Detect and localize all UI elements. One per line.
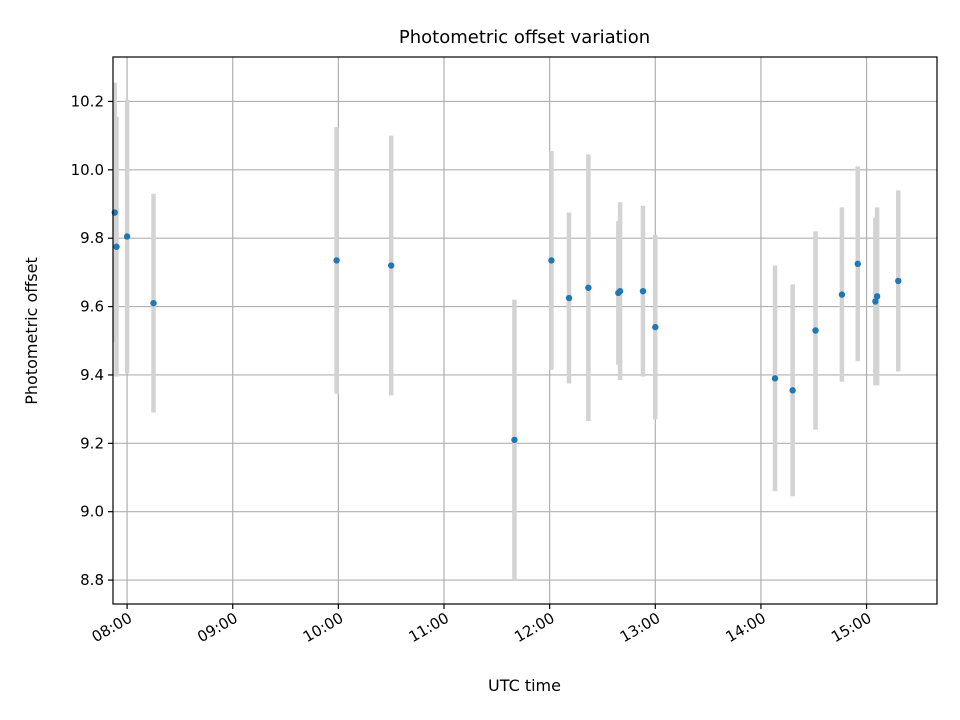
data-point [387,262,395,269]
y-axis-title: Photometric offset [22,257,41,405]
data-point [616,287,624,295]
x-axis-title: UTC time [488,676,561,695]
y-tick-label: 9.2 [80,434,104,452]
y-tick-label: 9.4 [80,366,104,384]
data-point [652,323,659,331]
data-point [771,375,779,382]
data-point [113,243,120,250]
y-axis: 8.8 9.0 9.2 9.4 9.6 9.8 10.0 10.2 [71,92,113,589]
y-tick-label: 10.0 [71,161,104,179]
plot-frame [112,56,938,605]
data-point [812,327,819,334]
data-point [639,287,647,295]
y-tick-label: 8.8 [80,571,104,589]
data-point [895,277,902,285]
data-point [511,436,518,444]
y-tick-label: 10.2 [71,92,104,110]
y-tick-label: 9.6 [80,298,104,316]
data-points [111,209,902,444]
data-point [565,294,573,302]
y-tick-label: 9.8 [80,229,104,247]
y-tick-label: 9.0 [80,503,104,521]
data-point [548,257,555,264]
data-point [150,299,157,307]
chart-title: Photometric offset variation [399,27,650,48]
data-point [333,257,340,264]
data-point [854,260,861,268]
data-point [123,233,131,240]
data-point [789,387,796,394]
data-point [838,291,846,298]
data-point [873,293,881,300]
data-point [872,298,879,305]
data-point [585,284,592,291]
